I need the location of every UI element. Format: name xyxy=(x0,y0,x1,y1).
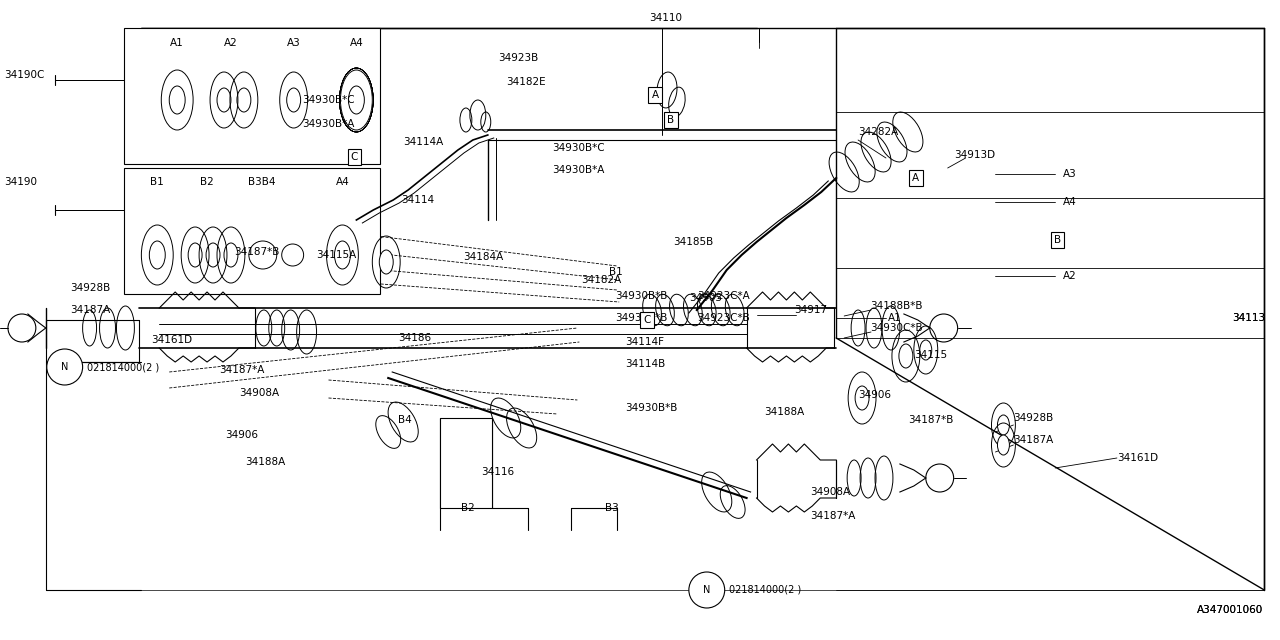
Text: 34113: 34113 xyxy=(1233,313,1266,323)
Text: N: N xyxy=(703,585,710,595)
Text: 34930C*B: 34930C*B xyxy=(870,323,923,333)
Text: A2: A2 xyxy=(1064,271,1076,281)
Text: A347001060: A347001060 xyxy=(1197,605,1263,615)
Text: 34282A: 34282A xyxy=(858,127,899,137)
Text: A4: A4 xyxy=(335,177,349,187)
Text: A1: A1 xyxy=(170,38,184,48)
Text: 34923C*A: 34923C*A xyxy=(696,291,750,301)
Text: 34917: 34917 xyxy=(795,305,827,315)
Text: 34187A: 34187A xyxy=(1014,435,1053,445)
Text: 34190: 34190 xyxy=(4,177,37,187)
Text: 34182A: 34182A xyxy=(581,275,622,285)
Text: 34908A: 34908A xyxy=(810,487,850,497)
Text: 34906: 34906 xyxy=(225,430,259,440)
Text: A: A xyxy=(652,90,659,100)
Text: C: C xyxy=(351,152,358,162)
Text: 34114F: 34114F xyxy=(625,337,664,347)
Text: 34906: 34906 xyxy=(858,390,891,400)
Text: 34115A: 34115A xyxy=(316,250,357,260)
Bar xyxy=(124,28,380,164)
Text: B: B xyxy=(1053,235,1061,245)
Text: A4: A4 xyxy=(349,38,364,48)
Text: 021814000(2 ): 021814000(2 ) xyxy=(87,362,159,372)
Text: 34114: 34114 xyxy=(401,195,434,205)
Text: 34930B*B: 34930B*B xyxy=(616,313,668,323)
Ellipse shape xyxy=(997,435,1010,455)
Text: 34908A: 34908A xyxy=(239,388,279,398)
Text: 34113: 34113 xyxy=(1233,313,1266,323)
Text: 021814000(2 ): 021814000(2 ) xyxy=(728,585,801,595)
Bar xyxy=(124,168,380,294)
Bar xyxy=(440,418,492,508)
Text: 34188A: 34188A xyxy=(764,407,805,417)
Text: 34187A: 34187A xyxy=(69,305,110,315)
Text: 34114A: 34114A xyxy=(403,137,443,147)
Text: 34116: 34116 xyxy=(481,467,515,477)
Text: C: C xyxy=(644,315,650,325)
Text: B3B4: B3B4 xyxy=(248,177,275,187)
Text: 34186: 34186 xyxy=(398,333,431,343)
Circle shape xyxy=(47,349,83,385)
Text: N: N xyxy=(61,362,68,372)
Text: 34184A: 34184A xyxy=(463,252,503,262)
Text: 34913D: 34913D xyxy=(954,150,995,160)
Ellipse shape xyxy=(379,250,393,274)
Text: 34905: 34905 xyxy=(689,293,722,303)
Text: B1: B1 xyxy=(151,177,164,187)
Text: B2: B2 xyxy=(200,177,214,187)
Text: 34187*A: 34187*A xyxy=(810,511,856,521)
Ellipse shape xyxy=(855,386,869,410)
Text: 34161D: 34161D xyxy=(151,335,192,345)
Text: 34185B: 34185B xyxy=(673,237,713,247)
Text: 34188B*B: 34188B*B xyxy=(870,301,923,311)
Ellipse shape xyxy=(920,340,932,360)
Text: A2: A2 xyxy=(224,38,238,48)
Text: 34187*B: 34187*B xyxy=(908,415,954,425)
Text: A347001060: A347001060 xyxy=(1197,605,1263,615)
Text: 34115: 34115 xyxy=(914,350,947,360)
Text: 34928B: 34928B xyxy=(69,283,110,293)
Text: B1: B1 xyxy=(609,267,623,277)
Text: 34110: 34110 xyxy=(649,13,682,23)
Text: 34930B*C: 34930B*C xyxy=(302,95,356,105)
Text: A3: A3 xyxy=(287,38,301,48)
Text: 34923C*B: 34923C*B xyxy=(696,313,750,323)
Circle shape xyxy=(689,572,724,608)
Text: 34930B*B: 34930B*B xyxy=(625,403,677,413)
Text: A: A xyxy=(913,173,919,183)
Ellipse shape xyxy=(997,415,1010,435)
Text: B: B xyxy=(667,115,675,125)
Text: A1: A1 xyxy=(888,313,901,323)
Text: 34930B*B: 34930B*B xyxy=(616,291,668,301)
Text: 34190C: 34190C xyxy=(4,70,45,80)
Text: 34930B*A: 34930B*A xyxy=(553,165,605,175)
Text: B2: B2 xyxy=(461,503,475,513)
Text: 34114B: 34114B xyxy=(625,359,666,369)
Text: A3: A3 xyxy=(1064,169,1076,179)
Text: 34930B*A: 34930B*A xyxy=(302,119,355,129)
Text: 34188A: 34188A xyxy=(244,457,285,467)
Text: 34187*B: 34187*B xyxy=(234,247,279,257)
Text: A4: A4 xyxy=(1064,197,1076,207)
Text: 34930B*C: 34930B*C xyxy=(553,143,605,153)
Ellipse shape xyxy=(899,344,913,368)
Text: 34161D: 34161D xyxy=(1117,453,1158,463)
Text: 34923B: 34923B xyxy=(498,53,538,63)
Text: B4: B4 xyxy=(398,415,412,425)
Text: 34187*A: 34187*A xyxy=(219,365,265,375)
Text: 34182E: 34182E xyxy=(506,77,545,87)
Text: B3: B3 xyxy=(605,503,620,513)
Text: 34928B: 34928B xyxy=(1014,413,1053,423)
